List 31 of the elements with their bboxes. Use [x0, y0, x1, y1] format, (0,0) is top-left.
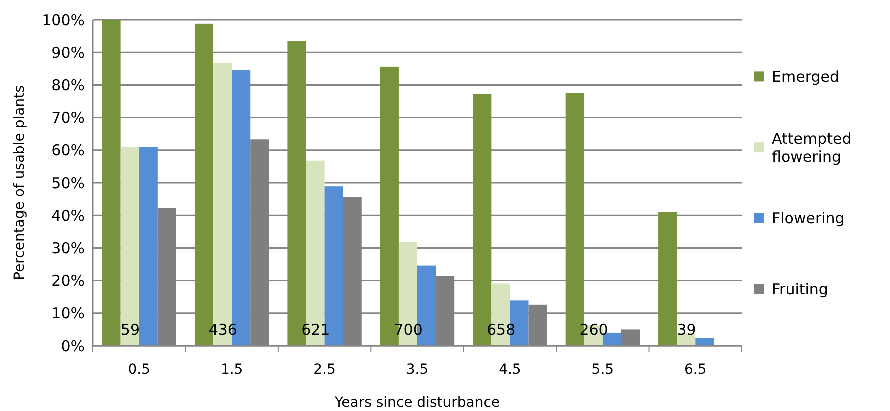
- y-tick-label: 60%: [52, 142, 85, 160]
- y-tick-label: 30%: [52, 239, 85, 258]
- y-tick-label: 20%: [52, 272, 85, 290]
- x-tick-label: 3.5: [406, 362, 429, 378]
- y-tick-label: 80%: [52, 76, 85, 94]
- legend-label: Emerged: [772, 68, 840, 86]
- y-tick-label: 70%: [52, 109, 85, 128]
- bar: [696, 338, 714, 346]
- y-tick-label: 40%: [52, 206, 85, 225]
- x-tick-label: 0.5: [128, 362, 150, 378]
- y-axis-title: Percentage of usable plants: [12, 86, 28, 280]
- legend-label: Fruiting: [772, 280, 828, 299]
- y-tick-label: 50%: [52, 174, 85, 192]
- annotation: 39: [677, 320, 696, 339]
- bar: [102, 20, 121, 346]
- y-tick-label: 100%: [42, 11, 85, 30]
- x-axis-title: Years since disturbance: [334, 395, 500, 411]
- legend-label: Flowering: [772, 210, 845, 228]
- x-tick-label: 6.5: [684, 362, 707, 378]
- bar: [658, 212, 678, 346]
- annotation: 59: [120, 320, 140, 339]
- y-tick-label: 10%: [52, 304, 85, 323]
- y-tick-label: 0%: [61, 337, 85, 356]
- x-tick-label: 4.5: [499, 362, 522, 378]
- bar: [120, 147, 140, 346]
- x-tick-label: 1.5: [220, 362, 244, 378]
- legend-label: Attempted flowering: [772, 130, 852, 166]
- x-tick-label: 2.5: [314, 362, 336, 378]
- y-tick-label: 90%: [52, 44, 85, 62]
- x-tick-label: 5.5: [592, 362, 614, 378]
- bar: [139, 147, 158, 346]
